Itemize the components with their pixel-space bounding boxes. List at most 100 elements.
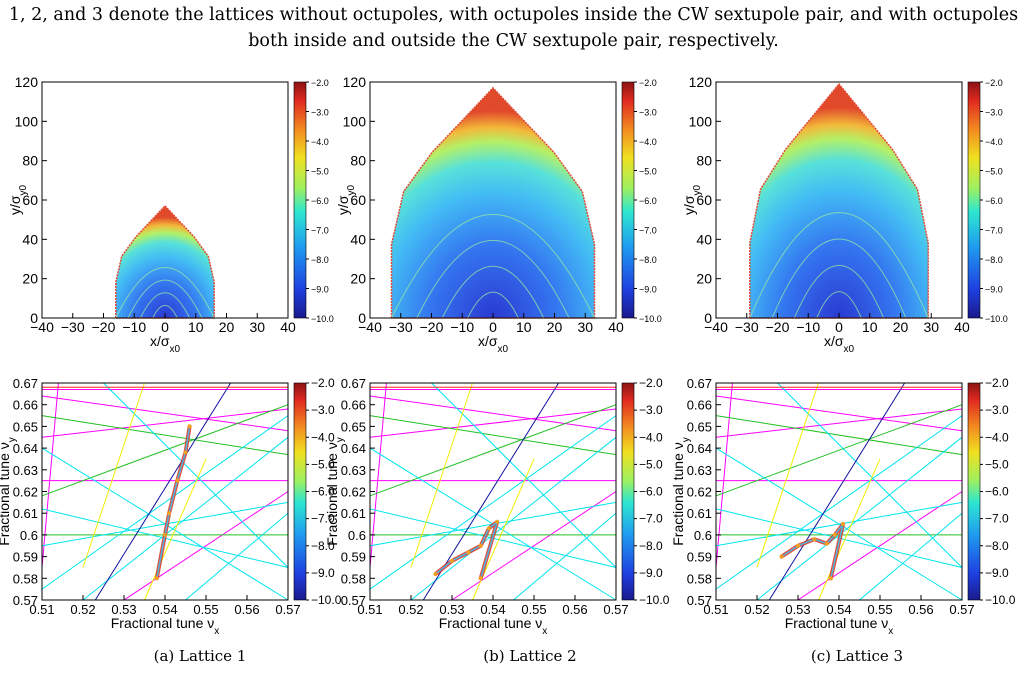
y-tick-label: 0.64	[13, 441, 38, 456]
colorbar-tick-label: −3.0	[639, 403, 663, 417]
x-tick-label: 30	[923, 319, 939, 335]
x-tick-label: −40	[30, 319, 54, 335]
resonance-line	[369, 408, 617, 438]
footprint-point	[175, 478, 180, 483]
x-tick-label: 0.51	[357, 602, 382, 617]
y-tick-label: 100	[689, 113, 713, 129]
y-tick-label: 0.65	[341, 419, 366, 434]
footprint-point	[154, 576, 159, 581]
footprint-point	[832, 532, 837, 537]
y-tick-label: 0.6	[694, 528, 712, 543]
resonance-line	[410, 382, 473, 568]
resonance-line	[715, 404, 963, 497]
resonance-line	[513, 512, 617, 601]
y-tick-label: 0.57	[687, 593, 712, 608]
y-tick-label: 40	[696, 231, 712, 247]
colorbar	[967, 81, 981, 319]
x-tick-label: 0.53	[111, 602, 136, 617]
resonance-line	[715, 415, 963, 456]
resonance-line	[82, 382, 145, 568]
colorbar-tick-label: −8.0	[985, 539, 1009, 553]
colorbar-tick-label: −2.0	[639, 376, 663, 390]
y-tick-label: 0.65	[13, 419, 38, 434]
colorbar-tick-label: −2.0	[639, 78, 657, 88]
x-tick-label: −30	[61, 319, 85, 335]
y-tick-label: 0.59	[13, 550, 38, 565]
y-tick-label: 80	[22, 153, 38, 169]
subcaption-b: (b) Lattice 2	[483, 647, 577, 665]
resonance-arc	[816, 291, 862, 319]
x-tick-label: 0.55	[521, 602, 546, 617]
x-tick-label: 0.52	[744, 602, 769, 617]
x-tick-label: 30	[577, 319, 593, 335]
x-tick-label: 10	[862, 319, 878, 335]
y-tick-label: 0.61	[13, 506, 38, 521]
y-tick-label: 60	[22, 192, 38, 208]
resonance-line	[41, 395, 289, 432]
y-tick-label: 0.57	[341, 593, 366, 608]
x-tick-label: 10	[188, 319, 204, 335]
colorbar-tick-label: −7.0	[639, 226, 657, 236]
y-tick-label: 20	[696, 271, 712, 287]
x-tick-label: 0.55	[867, 602, 892, 617]
footprint-point	[841, 522, 846, 526]
x-axis-label: x/σx0	[150, 333, 181, 355]
resonance-arc	[391, 213, 595, 319]
colorbar-tick-label: −3.0	[311, 108, 329, 118]
y-tick-label: 0.63	[341, 463, 366, 478]
x-tick-label: −30	[735, 319, 759, 335]
caption-line-2: both inside and outside the CW sextupole…	[248, 31, 779, 51]
colorbar-tick-label: −3.0	[985, 403, 1009, 417]
resonance-line	[756, 436, 963, 601]
resonance-line	[797, 491, 963, 601]
resonance-line	[715, 408, 963, 438]
resonance-line	[859, 512, 963, 601]
x-tick-label: 30	[249, 319, 265, 335]
resonance-line	[715, 501, 963, 547]
resonance-line	[451, 491, 617, 601]
footprint-point	[495, 519, 500, 524]
x-tick-label: −10	[450, 319, 474, 335]
y-tick-label: 80	[696, 153, 712, 169]
x-tick-label: 0.56	[908, 602, 933, 617]
x-axis-label: x/σx0	[478, 333, 509, 355]
colorbar-tick-label: −4.0	[639, 430, 663, 444]
y-tick-label: 0.58	[13, 571, 38, 586]
y-tick-label: 0.62	[13, 485, 38, 500]
y-tick-label: 0.64	[687, 441, 712, 456]
resonance-line	[431, 382, 617, 568]
colorbar-tick-label: −5.0	[311, 167, 329, 177]
colorbar-tick-label: −10.0	[985, 314, 1008, 324]
y-tick-label: 0.63	[687, 463, 712, 478]
footprint-point	[478, 543, 483, 548]
colorbar-tick-label: −2.0	[311, 376, 335, 390]
chart-panel-a-top: −40 −30 −20 −10 0 10 20 30 40 0 20 40 60 80 100 120 x/σx…	[7, 74, 334, 355]
y-tick-label: 0.63	[13, 463, 38, 478]
colorbar	[621, 81, 635, 319]
y-tick-label: 0.66	[13, 398, 38, 413]
colorbar-tick-label: −6.0	[985, 196, 1003, 206]
x-tick-label: 0.57	[949, 602, 974, 617]
x-tick-label: 0.52	[70, 602, 95, 617]
resonance-line	[715, 395, 963, 432]
colorbar-tick-label: −4.0	[311, 137, 329, 147]
y-tick-label: 0.62	[687, 485, 712, 500]
tune-footprint-core	[156, 425, 191, 580]
resonance-arc	[127, 279, 203, 319]
resonance-line	[369, 382, 387, 568]
footprint-point	[187, 424, 192, 429]
x-tick-label: −10	[796, 319, 820, 335]
colorbar-tick-label: −8.0	[311, 255, 329, 265]
y-tick-label: 40	[22, 231, 38, 247]
x-tick-label: −30	[389, 319, 413, 335]
x-tick-label: 0	[161, 319, 169, 335]
y-tick-label: 0.65	[687, 419, 712, 434]
y-tick-label: 0.66	[687, 398, 712, 413]
x-axis-label: Fractional tune νx	[111, 615, 220, 637]
y-tick-label: 20	[22, 271, 38, 287]
colorbar-tick-label: −2.0	[311, 78, 329, 88]
x-tick-label: 0.51	[703, 602, 728, 617]
x-tick-label: 0.56	[562, 602, 587, 617]
footprint-point	[167, 511, 172, 516]
